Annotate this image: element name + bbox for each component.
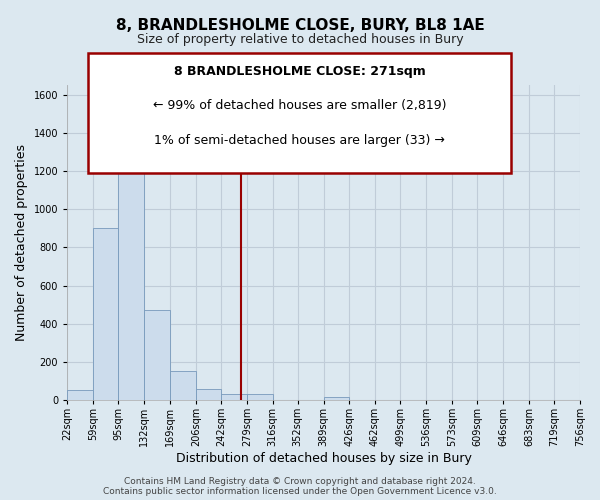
Bar [93, 228, 118, 400]
Y-axis label: Number of detached properties: Number of detached properties [15, 144, 28, 341]
Bar [323, 396, 349, 400]
Text: 1% of semi-detached houses are larger (33) →: 1% of semi-detached houses are larger (3… [154, 134, 445, 146]
Bar [144, 310, 170, 400]
Text: 8, BRANDLESHOLME CLOSE, BURY, BL8 1AE: 8, BRANDLESHOLME CLOSE, BURY, BL8 1AE [116, 18, 484, 32]
Text: Size of property relative to detached houses in Bury: Size of property relative to detached ho… [137, 32, 463, 46]
Bar [196, 388, 221, 400]
Bar [118, 171, 144, 400]
Text: Contains HM Land Registry data © Crown copyright and database right 2024.: Contains HM Land Registry data © Crown c… [124, 477, 476, 486]
Text: ← 99% of detached houses are smaller (2,819): ← 99% of detached houses are smaller (2,… [153, 100, 446, 112]
Bar [170, 372, 196, 400]
Text: Contains public sector information licensed under the Open Government Licence v3: Contains public sector information licen… [103, 487, 497, 496]
X-axis label: Distribution of detached houses by size in Bury: Distribution of detached houses by size … [176, 452, 472, 465]
Text: 8 BRANDLESHOLME CLOSE: 271sqm: 8 BRANDLESHOLME CLOSE: 271sqm [174, 65, 425, 78]
Bar [221, 394, 247, 400]
Bar [67, 390, 93, 400]
Bar [247, 394, 272, 400]
